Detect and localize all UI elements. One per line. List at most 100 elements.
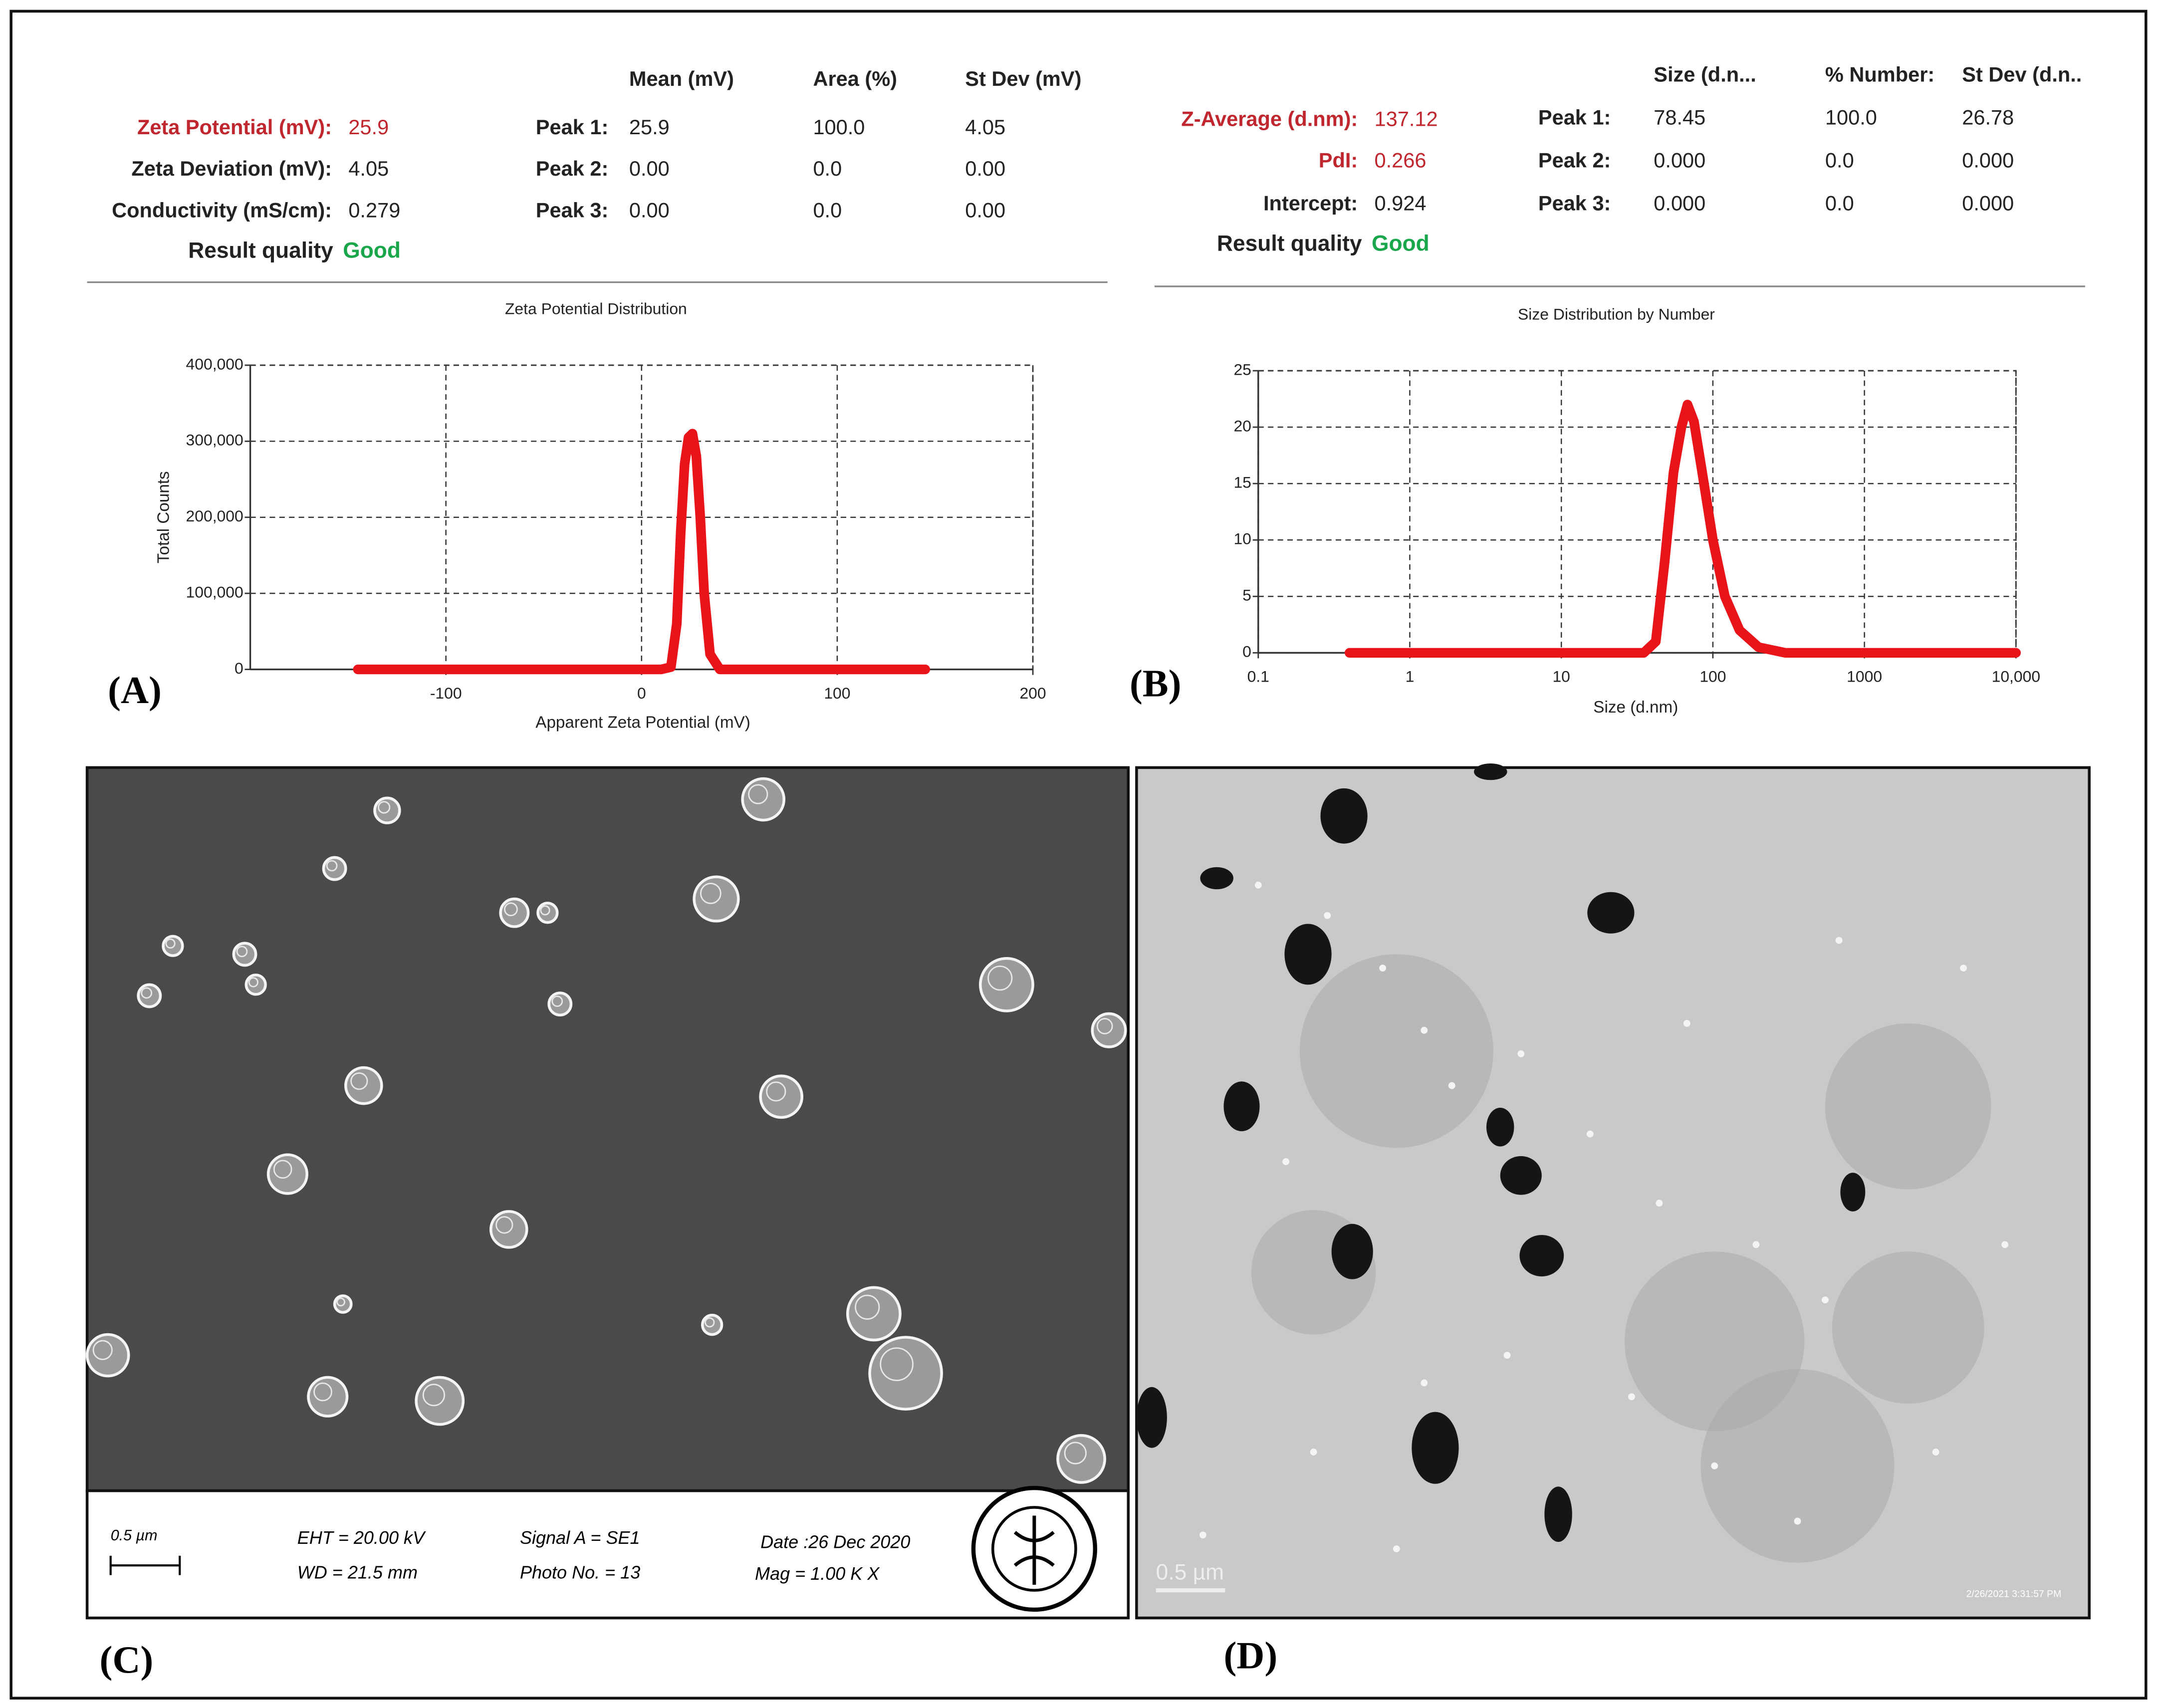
particle (868, 1336, 943, 1411)
speck (1421, 1026, 1428, 1034)
particle (415, 1376, 465, 1426)
speck (1794, 1517, 1801, 1525)
cell: 100.0 (1825, 106, 1877, 129)
sem-info: WD = 21.5 mm (297, 1562, 418, 1582)
shade (1832, 1251, 1984, 1404)
particle (373, 796, 401, 824)
summary-label: Intercept: (1263, 191, 1358, 215)
particle (333, 1294, 353, 1314)
y-tick-label: 10 (1233, 530, 1251, 548)
x-tick-label: 0.1 (1247, 668, 1269, 686)
particle (162, 935, 184, 957)
cell: 0.0 (1825, 191, 1854, 215)
speck (1586, 1130, 1594, 1138)
particle (313, 1382, 332, 1402)
quality-value: Good (1372, 232, 1430, 256)
x-tick-label: 100 (1699, 668, 1726, 686)
particle (336, 1297, 345, 1307)
particle (1200, 867, 1233, 890)
particle (987, 966, 1013, 991)
y-tick-label: 300,000 (186, 431, 243, 449)
particle (705, 1317, 715, 1328)
speck (1324, 912, 1331, 919)
column-header: Size (d.n... (1654, 63, 1756, 86)
scale-label: 0.5 µm (1156, 1560, 1224, 1585)
particle (499, 897, 530, 928)
particle (540, 905, 550, 916)
particle (1064, 1442, 1087, 1464)
particle (350, 1072, 368, 1090)
x-tick-label: 1 (1406, 668, 1415, 686)
particle (344, 1066, 383, 1105)
x-axis-label: Apparent Zeta Potential (mV) (535, 713, 750, 732)
particle (307, 1376, 349, 1418)
particle (1840, 1173, 1866, 1212)
speck (1960, 965, 1967, 972)
particle (165, 938, 176, 949)
particle (489, 1210, 528, 1249)
sem-image (85, 766, 1130, 1492)
speck (2001, 1241, 2009, 1248)
particle (232, 942, 257, 967)
particle (266, 1153, 308, 1195)
particle (536, 902, 559, 924)
particle (1331, 1223, 1373, 1279)
particle (759, 1074, 804, 1119)
speck (1199, 1531, 1206, 1539)
x-tick-label: 100 (824, 684, 850, 702)
cell: 0.000 (1962, 149, 2014, 172)
particle (137, 983, 162, 1008)
row-label: Peak 1: (1538, 106, 1611, 129)
column-header: Mean (mV) (629, 67, 734, 90)
particle (495, 1216, 513, 1234)
quality-label: Result quality (188, 238, 333, 262)
particle (1519, 1234, 1564, 1277)
cell: 4.05 (965, 115, 1005, 139)
particle (1486, 1108, 1514, 1147)
summary-label: Zeta Deviation (mV): (131, 157, 332, 180)
particle (978, 957, 1034, 1012)
speck (1310, 1449, 1317, 1456)
y-tick-label: 200,000 (186, 507, 243, 525)
particle (701, 1313, 723, 1336)
particle (1587, 892, 1635, 934)
tem-image (1135, 766, 2091, 1620)
summary-label: PdI: (1319, 149, 1358, 172)
summary-value: 0.266 (1375, 149, 1427, 172)
speck (1752, 1241, 1760, 1248)
speck (1835, 937, 1843, 944)
particle (1136, 1387, 1167, 1448)
y-tick-label: 5 (1242, 586, 1251, 604)
speck (1517, 1050, 1525, 1057)
sem-info: EHT = 20.00 kV (297, 1527, 426, 1548)
x-tick-label: 10 (1552, 668, 1570, 686)
particle (85, 1333, 130, 1378)
particle (741, 777, 786, 822)
chart-title: Zeta Potential Distribution (505, 299, 687, 317)
x-tick-label: 200 (1019, 684, 1046, 702)
row-label: Peak 3: (1538, 191, 1611, 215)
logo (1013, 1515, 1055, 1585)
particle (1284, 924, 1332, 985)
particle (141, 987, 153, 999)
y-axis-label: Total Counts (155, 471, 173, 563)
cell: 78.45 (1654, 106, 1705, 129)
column-header: St Dev (mV) (965, 67, 1081, 90)
speck (1379, 965, 1387, 972)
y-tick-label: 20 (1233, 417, 1251, 435)
particle (378, 801, 391, 814)
particle (504, 902, 518, 917)
column-header: % Number: (1825, 63, 1934, 86)
cell: 0.00 (965, 198, 1005, 222)
particle (551, 995, 563, 1007)
speck (1421, 1379, 1428, 1387)
cell: 0.0 (813, 198, 842, 222)
shade (1825, 1023, 1991, 1190)
summary-label: Zeta Potential (mV): (137, 115, 332, 139)
x-tick-label: 1000 (1847, 668, 1882, 686)
cell: 0.00 (629, 157, 670, 180)
particle (1096, 1018, 1113, 1034)
particle (1474, 763, 1507, 780)
panel-label: (B) (1130, 662, 1181, 705)
